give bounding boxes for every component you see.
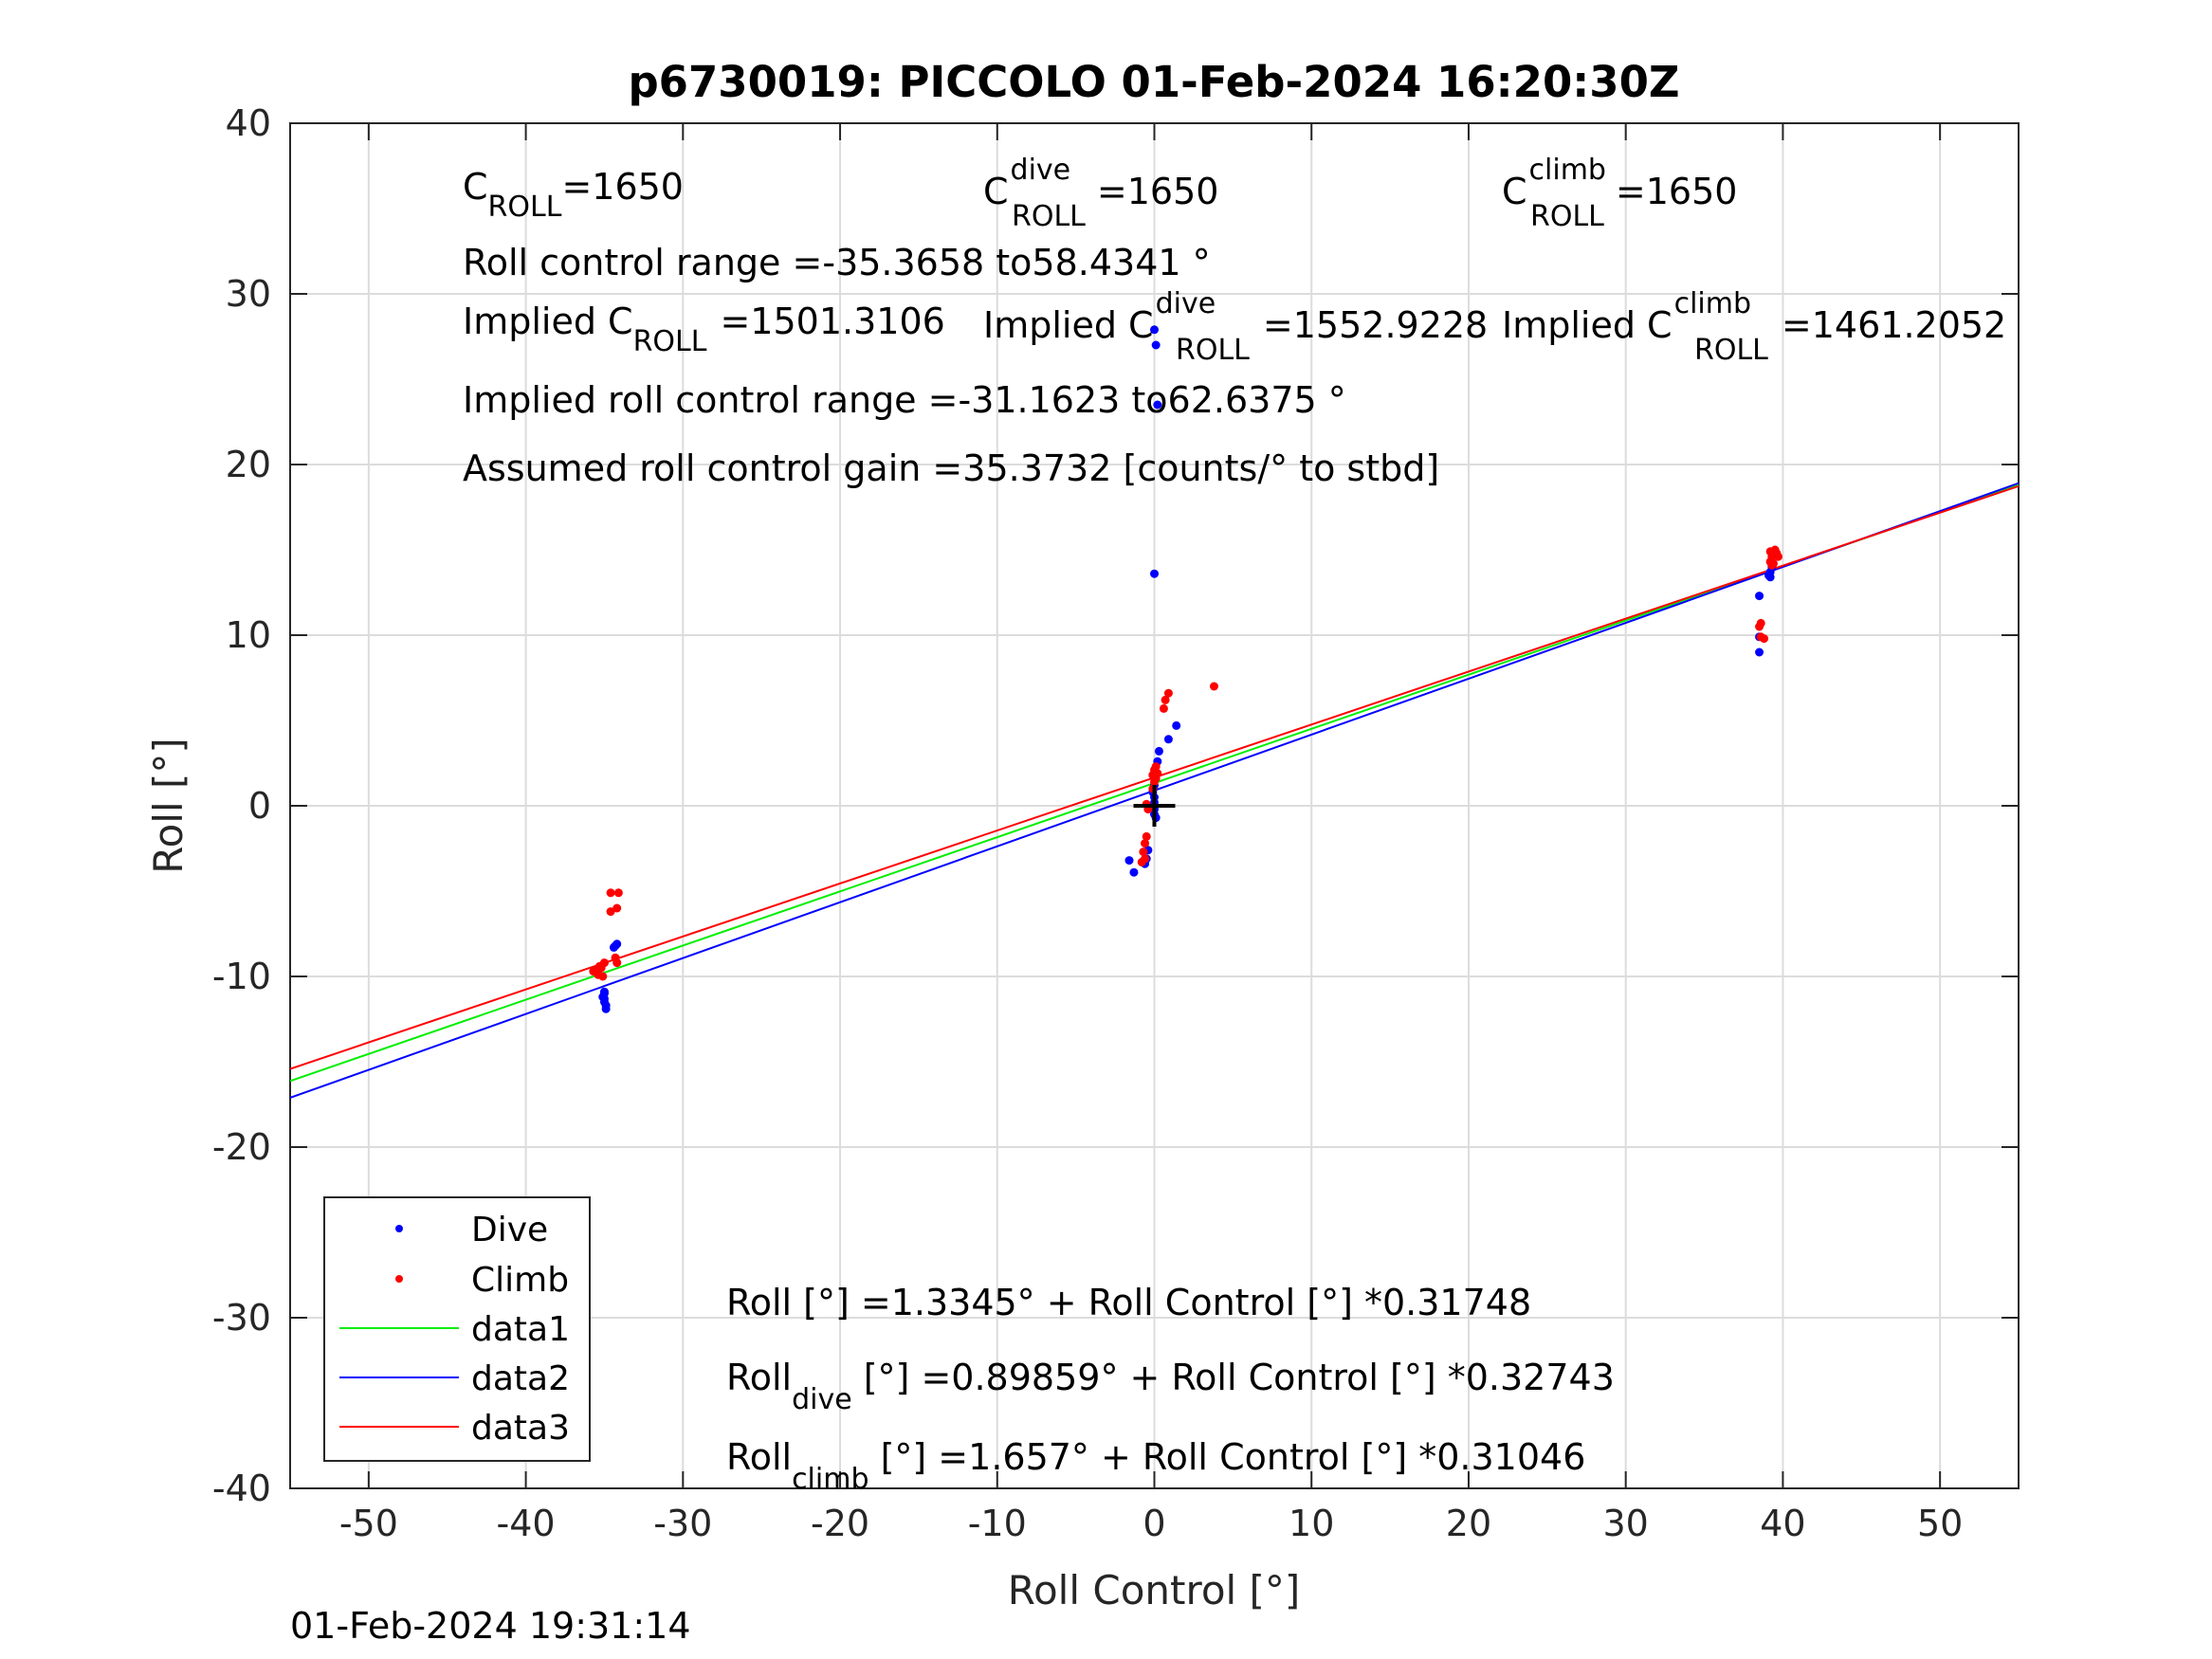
legend-label-data3: data3 [471, 1409, 570, 1448]
climb-point [1142, 831, 1151, 841]
dive-point [1172, 720, 1181, 730]
climb-point [1755, 622, 1764, 631]
y-tick-label: 30 [226, 273, 271, 315]
x-tick-label: -40 [497, 1503, 556, 1544]
y-tick-label: 10 [226, 614, 271, 656]
x-tick-label: 40 [1760, 1503, 1805, 1544]
legend-label-climb: Climb [471, 1261, 569, 1300]
fit-all-annotation: Roll [°] =1.3345° + Roll Control [°] *0.… [726, 1282, 1531, 1323]
dive-point [599, 987, 609, 996]
roll-control-range-annotation: Roll control range =-35.3658 to58.4341 ° [463, 242, 1211, 283]
legend-marker-climb [395, 1275, 403, 1283]
y-tick-label: -10 [212, 956, 271, 997]
climb-point [612, 958, 622, 968]
y-tick-label: -40 [212, 1468, 271, 1509]
climb-point [1141, 839, 1150, 848]
c-roll-dive-annotation: Cdive ROLL=1650 [983, 154, 1218, 233]
climb-point [1139, 848, 1148, 857]
dive-point [1150, 325, 1159, 335]
climb-point [613, 888, 623, 898]
chart-title: p6730019: PICCOLO 01-Feb-2024 16:20:30Z [628, 57, 1679, 107]
legend-label-dive: Dive [471, 1211, 548, 1249]
x-tick-label: -50 [339, 1503, 398, 1544]
legend-label-data2: data2 [471, 1359, 570, 1398]
dive-point [1755, 592, 1764, 601]
climb-point [1161, 695, 1170, 704]
x-tick-label: 50 [1917, 1503, 1963, 1544]
dive-point [601, 1004, 611, 1013]
axis-ticks: -50 -40 -30 -20 -10 0 10 20 30 40 50 -40 -30 -20 -10 0 1… [212, 102, 2019, 1544]
dive-point [1124, 856, 1134, 866]
implied-c-roll-climb-annotation: Implied Cclimb ROLL=1461.2052 [1502, 287, 2006, 367]
climb-point [1756, 632, 1765, 642]
y-tick-label: -20 [212, 1126, 271, 1168]
climb-point [598, 972, 608, 981]
climb-point [1773, 552, 1782, 561]
x-tick-label: -30 [653, 1503, 712, 1544]
x-tick-label: -20 [811, 1503, 869, 1544]
climb-point [1150, 777, 1159, 787]
gain-annotation: Assumed roll control gain =35.3732 [coun… [463, 447, 1439, 489]
dive-point [1163, 735, 1173, 744]
legend-marker-dive [395, 1225, 403, 1232]
x-tick-label: 30 [1603, 1503, 1649, 1544]
x-tick-label: 0 [1143, 1503, 1165, 1544]
climb-point [1209, 682, 1218, 691]
c-roll-climb-annotation: Cclimb ROLL=1650 [1502, 154, 1737, 233]
dive-point [1151, 340, 1161, 350]
climb-point [1159, 703, 1168, 713]
y-tick-label: -30 [212, 1297, 271, 1339]
climb-point [1153, 769, 1162, 778]
x-tick-label: -10 [968, 1503, 1027, 1544]
fit-climb-annotation: Rollclimb [°] =1.657° + Roll Control [°]… [726, 1436, 1585, 1496]
climb-point [606, 888, 615, 898]
y-tick-label: 20 [226, 444, 271, 485]
climb-point [606, 907, 615, 917]
climb-point [1137, 857, 1146, 866]
implied-range-annotation: Implied roll control range =-31.1623 to6… [463, 379, 1346, 421]
dive-point [1154, 746, 1163, 756]
series [289, 325, 2020, 1099]
legend: Dive Climb data1 data2 data3 [323, 1196, 591, 1462]
climb-point [1163, 688, 1173, 698]
x-tick-label: 10 [1289, 1503, 1334, 1544]
y-tick-label: 40 [226, 102, 271, 144]
dive-point [1129, 867, 1139, 877]
x-axis-label: Roll Control [°] [1008, 1567, 1301, 1613]
c-roll-annotation: CROLL=1650 [463, 166, 684, 224]
fit-dive-annotation: Rolldive [°] =0.89859° + Roll Control [°… [726, 1357, 1615, 1416]
implied-c-roll-annotation: Implied CROLL =1501.3106 [463, 301, 945, 358]
timestamp: 01-Feb-2024 19:31:14 [290, 1605, 691, 1647]
climb-point [596, 963, 606, 973]
dive-point [1153, 400, 1162, 410]
dive-point [609, 942, 618, 952]
climb-point [1767, 560, 1777, 570]
y-axis-label: Roll [°] [145, 738, 192, 873]
legend-label-data1: data1 [471, 1310, 570, 1349]
climb-point [612, 903, 622, 913]
dive-point [1755, 647, 1764, 657]
x-tick-label: 20 [1446, 1503, 1491, 1544]
y-tick-label: 0 [248, 785, 271, 827]
dive-point [1150, 569, 1159, 578]
implied-c-roll-dive-annotation: Implied Cdive ROLL=1552.9228 [983, 287, 1488, 367]
climb-point [1770, 545, 1780, 555]
dive-point [1764, 571, 1773, 580]
